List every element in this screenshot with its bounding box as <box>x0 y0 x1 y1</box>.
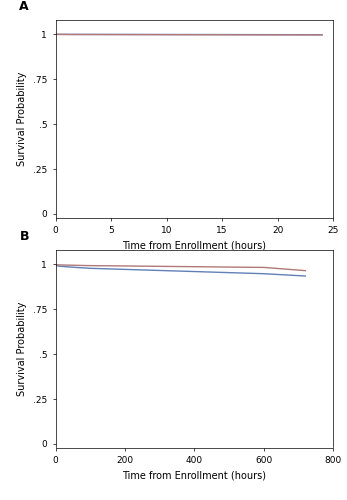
Text: A: A <box>19 0 29 13</box>
Y-axis label: Survival Probability: Survival Probability <box>17 72 27 166</box>
X-axis label: Time from Enrollment (hours): Time from Enrollment (hours) <box>122 240 266 250</box>
Text: B: B <box>19 230 29 243</box>
X-axis label: Time from Enrollment (hours): Time from Enrollment (hours) <box>122 470 266 480</box>
Y-axis label: Survival Probability: Survival Probability <box>17 302 27 396</box>
Legend: Compatible Plasma, Incompatible Plasma: Compatible Plasma, Incompatible Plasma <box>70 286 319 302</box>
